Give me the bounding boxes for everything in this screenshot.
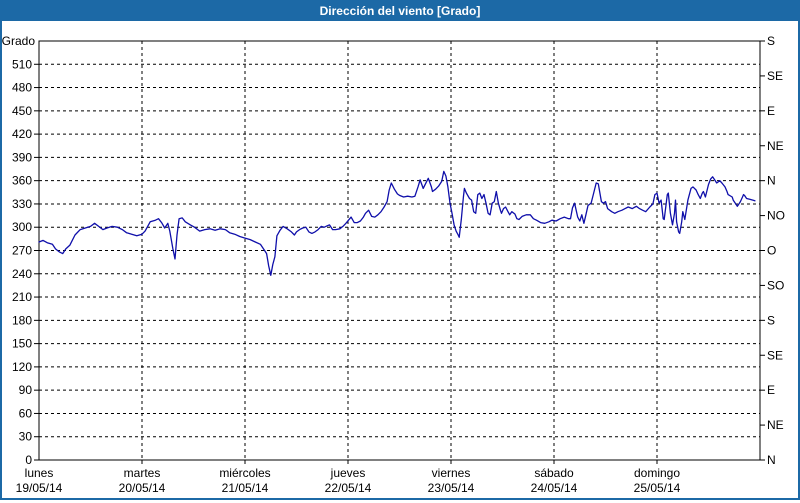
y-axis-tick-label: 360 xyxy=(12,174,32,188)
y-axis-tick-label: 240 xyxy=(12,267,32,281)
date-label: 24/05/14 xyxy=(531,481,578,495)
y-axis-tick-label: 180 xyxy=(12,313,32,327)
day-label: miércoles xyxy=(219,466,270,480)
compass-tick-label: E xyxy=(767,104,775,118)
y-axis-tick-label: 270 xyxy=(12,244,32,258)
y-axis-tick-label: 60 xyxy=(19,406,33,420)
day-label: domingo xyxy=(634,466,680,480)
date-label: 19/05/14 xyxy=(16,481,63,495)
wind-direction-line-chart: 0 30 60 90 120 150 180 210 240 270 300 330 360 390 420… xyxy=(2,34,785,495)
y-axis-title: Grado xyxy=(2,34,35,48)
y-axis-tick-label: 450 xyxy=(12,104,32,118)
date-label: 23/05/14 xyxy=(428,481,475,495)
compass-tick-label: SE xyxy=(767,69,783,83)
y-axis-tick-label: 30 xyxy=(19,430,33,444)
day-label: jueves xyxy=(330,466,366,480)
day-label: sábado xyxy=(534,466,574,480)
y-axis-tick-label: 480 xyxy=(12,81,32,95)
y-axis-tick-label: 90 xyxy=(19,383,33,397)
y-axis-tick-label: 120 xyxy=(12,360,32,374)
date-label: 22/05/14 xyxy=(325,481,372,495)
compass-tick-label: S xyxy=(767,34,775,48)
day-label: viernes xyxy=(432,466,471,480)
date-label: 20/05/14 xyxy=(119,481,166,495)
compass-tick-label: NE xyxy=(767,418,784,432)
date-label: 25/05/14 xyxy=(634,481,681,495)
compass-tick-label: SE xyxy=(767,348,783,362)
chart-title: Dirección del viento [Grado] xyxy=(319,4,481,18)
compass-tick-label: O xyxy=(767,244,776,258)
compass-tick-label: N xyxy=(767,453,776,467)
y-axis-tick-label: 390 xyxy=(12,150,32,164)
day-label: martes xyxy=(124,466,161,480)
y-axis-tick-label: 510 xyxy=(12,57,32,71)
y-axis-tick-label: 300 xyxy=(12,220,32,234)
compass-tick-label: SO xyxy=(767,278,784,292)
chart-area: 0 30 60 90 120 150 180 210 240 270 300 330 360 390 420… xyxy=(2,21,798,498)
y-axis-tick-label: 0 xyxy=(25,453,32,467)
compass-tick-label: N xyxy=(767,174,776,188)
compass-tick-label: S xyxy=(767,313,775,327)
wind-direction-line xyxy=(38,170,756,276)
y-axis-tick-label: 210 xyxy=(12,290,32,304)
compass-tick-label: NO xyxy=(767,209,785,223)
compass-tick-label: NE xyxy=(767,139,784,153)
y-axis-tick-label: 330 xyxy=(12,197,32,211)
y-axis-tick-label: 420 xyxy=(12,127,32,141)
y-axis-tick-label: 150 xyxy=(12,337,32,351)
day-label: lunes xyxy=(25,466,54,480)
compass-tick-label: E xyxy=(767,383,775,397)
date-label: 21/05/14 xyxy=(222,481,269,495)
chart-title-bar: Dirección del viento [Grado] xyxy=(2,2,798,21)
